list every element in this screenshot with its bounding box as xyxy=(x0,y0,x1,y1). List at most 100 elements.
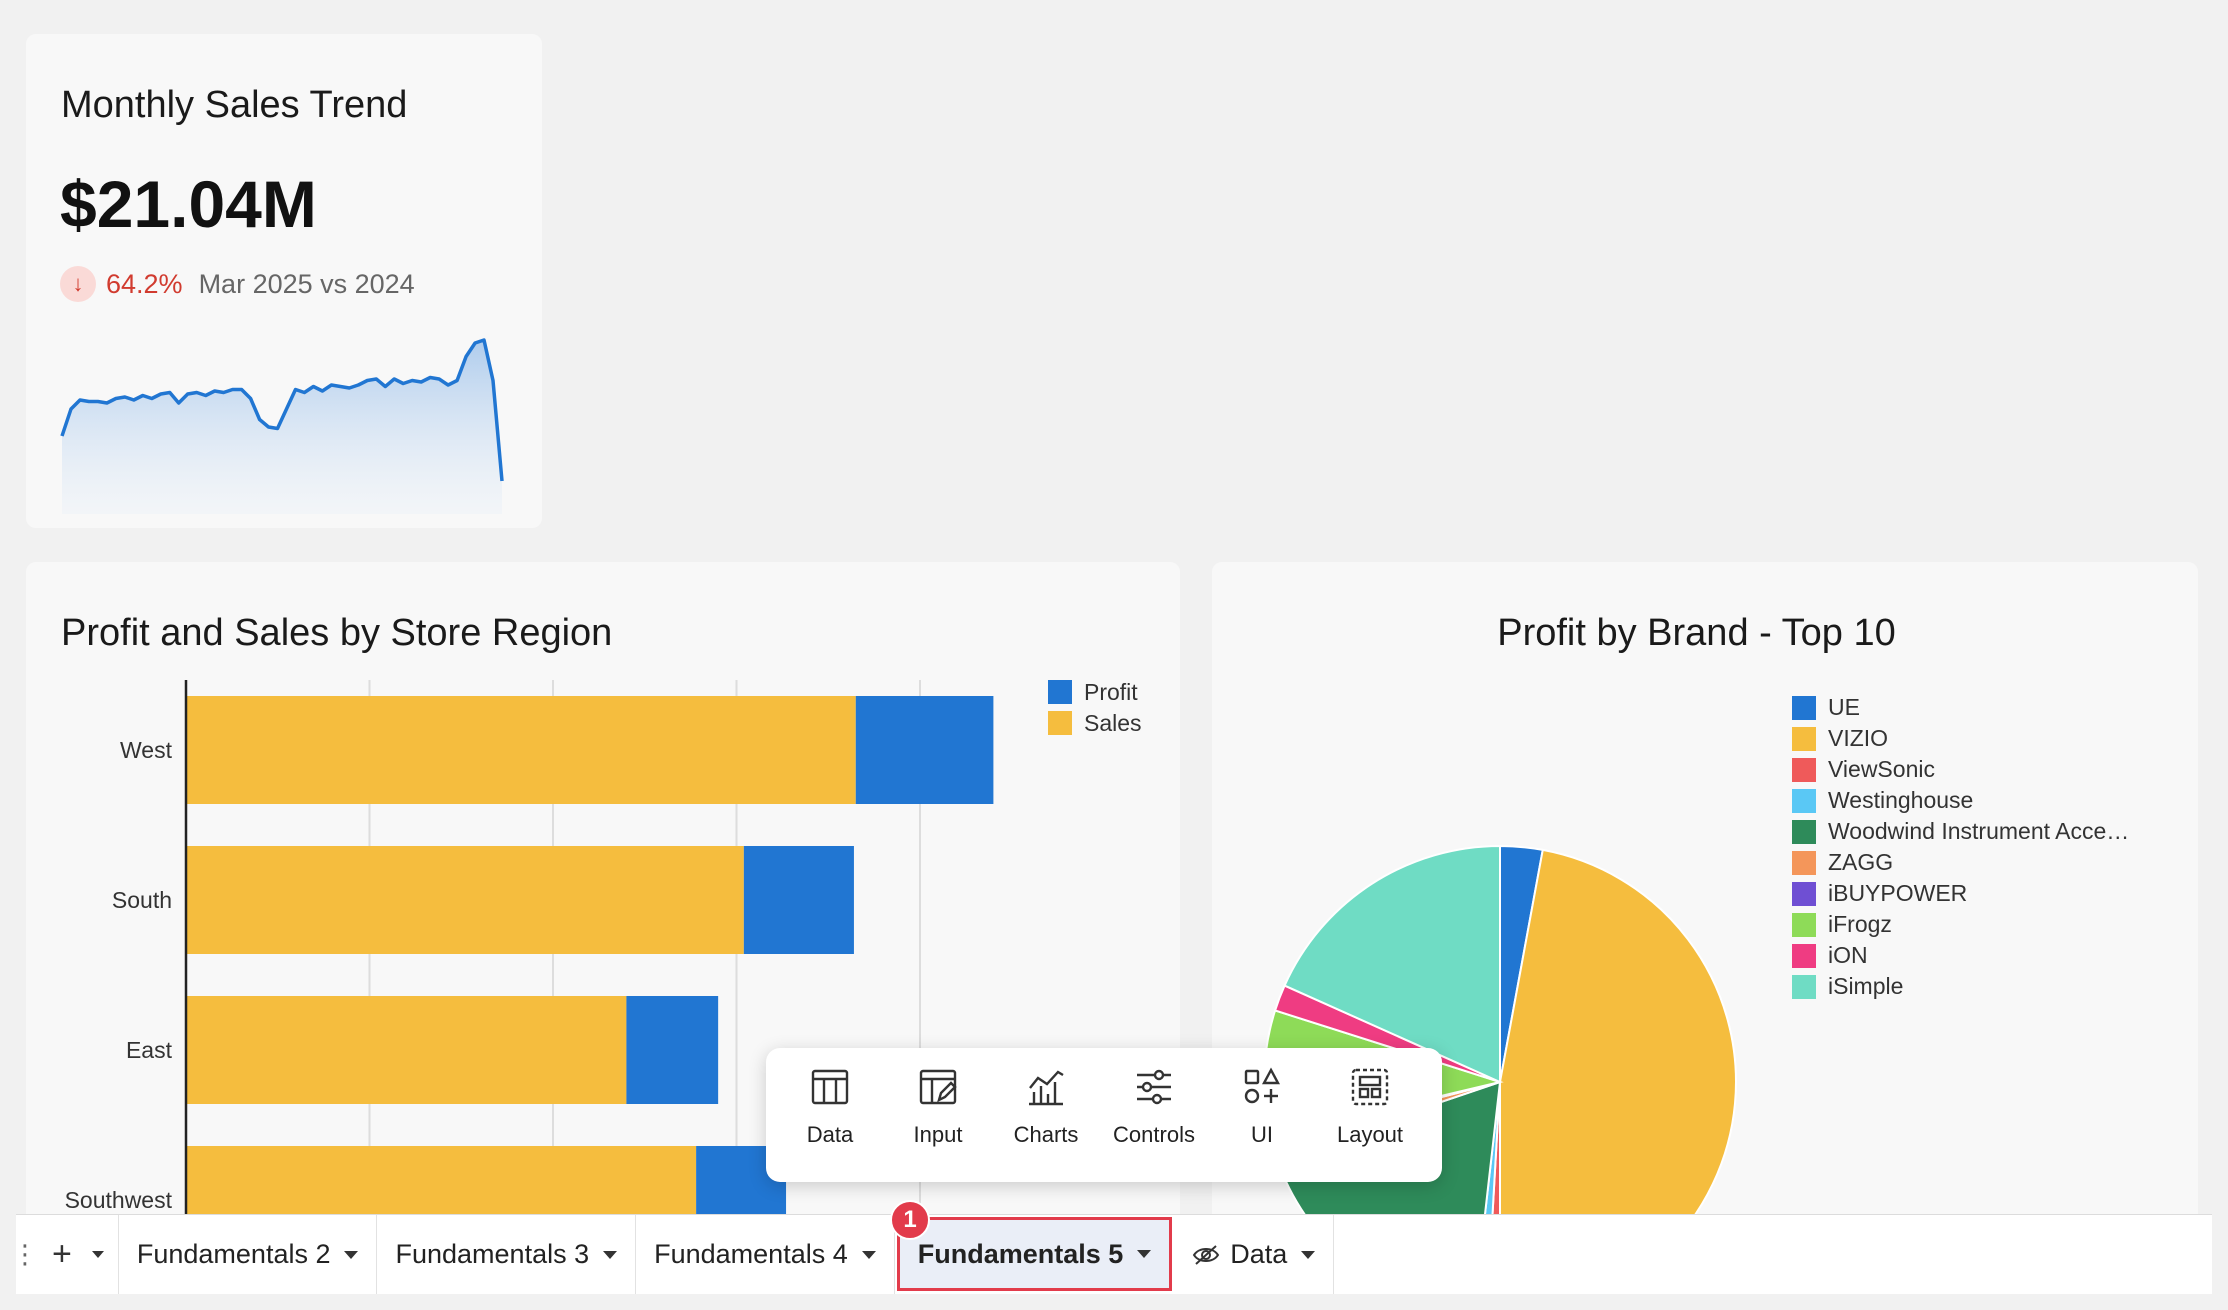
arrow-down-icon: ↓ xyxy=(60,266,96,302)
legend-label: iON xyxy=(1828,942,1868,968)
legend-item[interactable]: Westinghouse xyxy=(1792,785,2129,816)
legend-label: UE xyxy=(1828,694,1860,720)
legend-swatch xyxy=(1792,974,1816,999)
kpi-card[interactable]: Monthly Sales Trend $21.04M ↓ 64.2% Mar … xyxy=(26,34,542,528)
y-tick-label: Southwest xyxy=(65,1187,173,1213)
legend-swatch xyxy=(1792,819,1816,844)
tab-label: Fundamentals 2 xyxy=(136,1239,331,1269)
legend-label: iBUYPOWER xyxy=(1828,880,1968,906)
chevron-down-icon[interactable] xyxy=(861,1250,876,1259)
y-tick-label: East xyxy=(126,1037,173,1063)
y-tick-label: West xyxy=(120,737,173,763)
kpi-compare-label: Mar 2025 vs 2024 xyxy=(198,268,415,299)
table-icon xyxy=(811,1069,849,1105)
tab-scroll-handle[interactable]: ⋮ xyxy=(12,1239,38,1269)
tab-fundamentals-2[interactable]: Fundamentals 2 xyxy=(117,1215,378,1294)
bar-profit[interactable] xyxy=(743,846,854,954)
legend-label: VIZIO xyxy=(1828,725,1889,751)
layout-icon xyxy=(1351,1068,1389,1106)
legend-item[interactable]: iBUYPOWER xyxy=(1792,878,2129,909)
pie-legend: UE VIZIO ViewSonic Westinghouse Woodwind Ins… xyxy=(1792,692,2129,1002)
legend-item[interactable]: ViewSonic xyxy=(1792,754,2129,785)
toolbar-input-label: Input xyxy=(913,1122,963,1147)
legend-label: iFrogz xyxy=(1828,911,1892,937)
toolbar-controls-label: Controls xyxy=(1113,1122,1195,1147)
plus-icon: + xyxy=(52,1235,72,1273)
toolbar-layout-button[interactable]: Layout xyxy=(1316,1066,1424,1182)
legend-item[interactable]: Woodwind Instrument Acce… xyxy=(1792,816,2129,847)
pie-slice[interactable] xyxy=(1283,844,1501,1084)
toolbar-layout-label: Layout xyxy=(1336,1122,1404,1147)
toolbar-ui-label: UI xyxy=(1251,1122,1273,1147)
legend-label: iSimple xyxy=(1828,973,1904,999)
eye-off-icon xyxy=(1193,1244,1220,1265)
page-tab-bar: ⋮ + Fundamentals 2 Fundamentals 3 Fundam… xyxy=(12,1214,2212,1294)
legend-swatch xyxy=(1792,850,1816,875)
chevron-down-icon[interactable] xyxy=(344,1250,359,1259)
tab-label: Fundamentals 3 xyxy=(395,1239,590,1269)
legend-swatch xyxy=(1048,680,1072,704)
add-page-button[interactable]: + xyxy=(34,1215,118,1294)
kpi-value: $21.04M xyxy=(60,167,317,241)
sparkline-area xyxy=(62,340,502,514)
sliders-icon xyxy=(1137,1069,1171,1105)
legend-item[interactable]: VIZIO xyxy=(1792,723,2129,754)
chevron-down-icon[interactable] xyxy=(1301,1250,1316,1259)
legend-swatch xyxy=(1792,788,1816,813)
tab-label: Data xyxy=(1230,1239,1288,1269)
legend-swatch xyxy=(1792,912,1816,937)
tab-fundamentals-5[interactable]: Fundamentals 5 xyxy=(896,1217,1173,1291)
legend-item[interactable]: UE xyxy=(1792,692,2129,723)
tab-label: Fundamentals 4 xyxy=(654,1239,848,1269)
toolbar-data-label: Data xyxy=(806,1122,854,1147)
pie-chart-title: Profit by Brand - Top 10 xyxy=(1497,612,1896,654)
legend-item[interactable]: iFrogz xyxy=(1792,909,2129,940)
bar-chart-card[interactable]: West South East Southwest Profit Sales Profit… xyxy=(26,562,1180,1294)
legend-swatch xyxy=(1792,726,1816,751)
tab-fundamentals-3[interactable]: Fundamentals 3 xyxy=(377,1215,637,1294)
sparkline-line xyxy=(60,338,504,482)
toolbar-charts-label: Charts xyxy=(1013,1122,1079,1147)
step-badge: 1 xyxy=(890,1200,930,1240)
pie-slice[interactable] xyxy=(1499,848,1737,1294)
bar-chart: West South East Southwest Profit Sales xyxy=(65,679,1142,1294)
chart-icon xyxy=(1029,1070,1064,1106)
chevron-down-icon[interactable] xyxy=(603,1250,618,1259)
pie-chart-card[interactable]: Profit by Brand - Top 10 UE VIZIO ViewSoni… xyxy=(1212,562,2198,1294)
tab-label: Fundamentals 5 xyxy=(917,1238,1124,1269)
bar-sales[interactable] xyxy=(186,696,856,804)
bar-chart-title: Profit and Sales by Store Region xyxy=(61,612,613,654)
kpi-change: 64.2% xyxy=(106,268,183,299)
bar-profit[interactable] xyxy=(626,996,719,1104)
legend-label: ZAGG xyxy=(1828,849,1894,875)
kpi-title: Monthly Sales Trend xyxy=(61,84,408,126)
chevron-down-icon xyxy=(91,1251,104,1258)
legend-item[interactable]: iON xyxy=(1792,940,2129,971)
legend-label: Profit xyxy=(1084,679,1138,705)
legend-label: ViewSonic xyxy=(1828,756,1935,782)
legend-swatch xyxy=(1792,881,1816,906)
chevron-down-icon[interactable] xyxy=(1137,1250,1152,1258)
toolbar-input-button[interactable]: Input xyxy=(884,1066,992,1182)
legend-item[interactable]: iSimple xyxy=(1792,971,2129,1002)
bar-sales[interactable] xyxy=(186,846,744,954)
legend-swatch xyxy=(1792,943,1816,968)
legend-item[interactable]: ZAGG xyxy=(1792,847,2129,878)
sparkline-chart xyxy=(60,338,504,514)
legend-label: Westinghouse xyxy=(1828,787,1974,813)
toolbar-controls-button[interactable]: Controls xyxy=(1100,1066,1208,1182)
legend-swatch xyxy=(1792,695,1816,720)
toolbar-data-button[interactable]: Data xyxy=(776,1066,884,1182)
toolbar-ui-button[interactable]: UI xyxy=(1208,1066,1316,1182)
legend-label: Sales xyxy=(1084,710,1142,736)
legend-swatch xyxy=(1048,711,1072,735)
tab-data[interactable]: Data xyxy=(1174,1215,1335,1294)
toolbar-charts-button[interactable]: Charts xyxy=(992,1066,1100,1182)
bar-sales[interactable] xyxy=(186,996,627,1104)
add-element-toolbar: Data Input Charts Controls UI Layout xyxy=(766,1048,1442,1182)
kpi-change-row: ↓ 64.2% Mar 2025 vs 2024 xyxy=(60,266,415,302)
shapes-icon xyxy=(1244,1067,1281,1104)
tab-fundamentals-4[interactable]: Fundamentals 4 xyxy=(636,1215,895,1294)
legend-swatch xyxy=(1792,757,1816,782)
bar-profit[interactable] xyxy=(855,696,994,804)
